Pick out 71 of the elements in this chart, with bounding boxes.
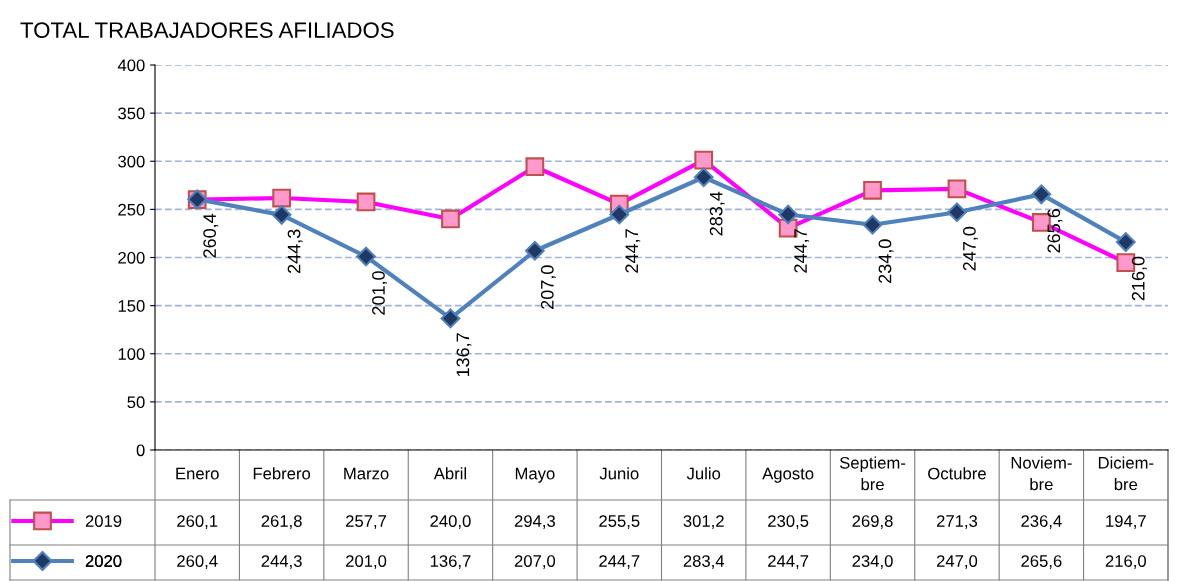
chart-title: TOTAL TRABAJADORES AFILIADOS: [20, 22, 394, 38]
x-tick-label: Abril: [433, 467, 467, 480]
data-label: 301,2: [683, 515, 724, 529]
y-tick-label: 0: [136, 444, 145, 457]
data-label: 244,7: [599, 555, 640, 569]
data-label: 201,0: [346, 555, 387, 569]
x-tick-label: Julio: [686, 467, 721, 480]
data-label: 244,3: [261, 555, 302, 569]
data-label: 236,4: [1021, 515, 1062, 529]
data-label: 260,4: [177, 555, 218, 569]
x-tick-label: Octubre: [928, 467, 986, 480]
data-label: 230,5: [768, 515, 809, 529]
data-label: 234,0: [852, 555, 893, 569]
x-tick-label: Agosto: [762, 467, 814, 483]
text: 234,0: [878, 239, 894, 283]
data-label: 269,8: [852, 515, 893, 529]
data-label: 294,3: [514, 515, 555, 529]
y-tick-label: 100: [118, 348, 145, 360]
text: 265,6: [1047, 209, 1063, 253]
point: [525, 240, 545, 261]
text: 201,0: [372, 271, 387, 315]
text: 216,0: [1131, 256, 1147, 301]
y-tick-label: 150: [118, 300, 145, 312]
y-tick-label: 300: [118, 155, 145, 168]
legend-label: 2019: [85, 515, 122, 527]
point: [947, 202, 967, 223]
x-tick-label: Marzo: [344, 467, 389, 480]
data-label: 207,0: [514, 555, 556, 569]
point: [1115, 232, 1136, 252]
data-label: 271,3: [936, 515, 978, 529]
x-tick-label: Enero: [176, 467, 219, 480]
x-tick-label: Septiem- bre: [839, 456, 906, 491]
point: [778, 204, 798, 225]
data-label: 136,7: [430, 555, 471, 569]
data-label: 194,7: [1106, 515, 1146, 529]
point: [356, 246, 376, 267]
text: 207,0: [540, 265, 556, 309]
legend-label: 2020: [85, 555, 122, 567]
point: [693, 167, 714, 188]
text: 136,7: [456, 333, 472, 377]
data-label: 265,6: [1021, 555, 1062, 569]
x-tick-label: Diciem- bre: [1098, 456, 1154, 491]
point: [440, 308, 461, 329]
y-tick-label: 350: [118, 107, 145, 120]
y-tick-label: 400: [117, 59, 145, 72]
point: [1031, 184, 1052, 205]
point: [609, 204, 630, 225]
text: 260,4: [203, 213, 219, 258]
text: 244,7: [794, 229, 810, 273]
x-tick-label: Febrero: [253, 467, 311, 480]
y-tick-label: 200: [118, 251, 145, 264]
text: 244,7: [625, 229, 641, 273]
x-tick-label: Noviem- bre: [1011, 456, 1072, 491]
text: 247,0: [962, 226, 978, 271]
data-label: 255,5: [599, 515, 640, 529]
text: 283,4: [709, 191, 725, 236]
data-label: 247,0: [936, 555, 978, 569]
x-tick-label: Junio: [599, 467, 639, 480]
data-label: 261,8: [261, 515, 302, 529]
data-label: 257,7: [346, 515, 387, 529]
point: [862, 214, 883, 235]
data-label: 283,4: [683, 555, 725, 569]
y-tick-label: 250: [118, 203, 145, 216]
text: 244,3: [287, 229, 303, 274]
point: [271, 204, 292, 225]
x-tick-label: Mayo: [515, 467, 555, 483]
data-label: 244,7: [768, 555, 809, 569]
data-label: 260,1: [177, 515, 218, 529]
data-label: 240,0: [430, 515, 471, 529]
data-label: 216,0: [1105, 555, 1146, 569]
y-tick-label: 50: [127, 396, 145, 409]
